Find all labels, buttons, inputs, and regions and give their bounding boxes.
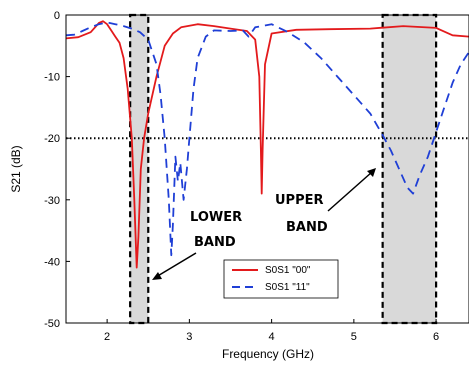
y-tick-label: 0	[54, 10, 60, 22]
lower-band-annotation: LOWER BAND	[152, 210, 242, 280]
lower-band-arrow-shaft	[155, 252, 197, 278]
lower-band-arrow-head	[152, 272, 162, 280]
y-tick-label: -10	[44, 72, 60, 84]
upper-band-label-line2: BAND	[286, 220, 328, 235]
x-axis-label: Frequency (GHz)	[222, 347, 314, 361]
series-line-00	[65, 20, 469, 269]
legend-label-series-00: S0S1 "00"	[265, 265, 311, 276]
x-tick-label: 3	[186, 331, 192, 343]
y-axis-label: S21 (dB)	[9, 145, 23, 192]
legend-label-series-11: S0S1 "11"	[265, 282, 310, 293]
y-tick-label: -30	[44, 195, 60, 207]
y-axis-ticks: 0 -10 -20 -30 -40 -50	[44, 10, 70, 330]
lower-band-label-line2: BAND	[194, 235, 236, 250]
y-tick-label: -20	[44, 133, 60, 145]
x-axis-ticks: 2 3 4 5 6	[104, 319, 439, 343]
upper-band-label-line1: UPPER	[275, 193, 324, 208]
upper-band-annotation: UPPER BAND	[275, 168, 376, 235]
upper-band-arrow-head	[367, 168, 376, 177]
legend: S0S1 "00" S0S1 "11"	[223, 259, 339, 299]
legend-box	[223, 259, 339, 299]
x-tick-label: 4	[269, 331, 275, 343]
x-tick-label: 6	[433, 331, 439, 343]
x-tick-label: 5	[351, 331, 357, 343]
y-tick-label: -50	[44, 318, 60, 330]
x-tick-label: 2	[104, 331, 110, 343]
upper-band-arrow-shaft	[327, 171, 373, 212]
plot-frame	[65, 14, 469, 324]
y-tick-label: -40	[44, 256, 60, 268]
series-lines	[65, 20, 469, 269]
band-region-upper	[381, 13, 438, 325]
lower-band-label-line1: LOWER	[190, 210, 242, 225]
